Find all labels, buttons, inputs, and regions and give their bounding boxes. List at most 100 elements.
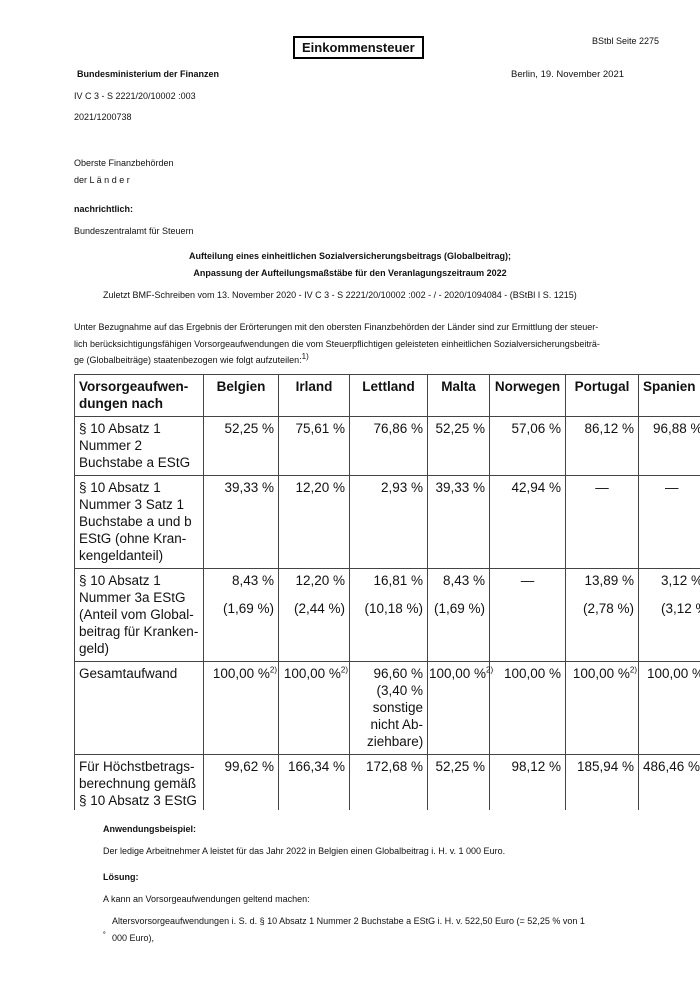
value-cell: 8,43 % (1,69 %) bbox=[203, 568, 279, 662]
bullet-line-1: Altersvorsorgeaufwendungen i. S. d. § 10… bbox=[112, 916, 585, 926]
intro-line-1: Unter Bezugnahme auf das Ergebnis der Er… bbox=[74, 322, 599, 332]
value-cell: 99,62 % bbox=[203, 754, 279, 810]
header-cell: Vorsorgeaufwen-dungen nach bbox=[74, 374, 204, 417]
value-cell: 100,00 %2) bbox=[565, 661, 639, 755]
value-cell: 13,89 % (2,78 %) bbox=[565, 568, 639, 662]
total-value: 100,00 % bbox=[283, 666, 341, 681]
sick-pay-share: (3,12 %) bbox=[661, 601, 700, 616]
header-cell: Malta bbox=[427, 374, 490, 417]
value-cell: — bbox=[565, 475, 639, 569]
table-row: Gesamtaufwand 100,00 %2) 100,00 %2) 96,6… bbox=[74, 661, 700, 755]
value-cell: — bbox=[638, 475, 700, 569]
row-label: § 10 Absatz 1 Nummer 3a EStG (Anteil vom… bbox=[74, 568, 204, 662]
value-cell: 39,33 % bbox=[203, 475, 279, 569]
value-cell: 12,20 % bbox=[278, 475, 350, 569]
value-cell: 76,86 % bbox=[349, 416, 428, 476]
value-cell: 98,12 % bbox=[489, 754, 566, 810]
bullet-marker: ˚ bbox=[103, 931, 106, 941]
share-value: 3,12 % bbox=[661, 573, 700, 588]
table-row: § 10 Absatz 1 Nummer 2 Buchstabe a EStG … bbox=[74, 416, 700, 476]
sick-pay-share: (2,78 %) bbox=[582, 601, 634, 616]
cc-recipient: Bundeszentralamt für Steuern bbox=[74, 226, 194, 236]
cc-label: nachrichtlich: bbox=[74, 204, 134, 214]
sick-pay-share: (1,69 %) bbox=[222, 601, 274, 616]
document-category-stamp: Einkommensteuer bbox=[293, 36, 424, 59]
intro-line-3: ge (Globalbeiträge) staatenbezogen wie f… bbox=[74, 352, 309, 366]
share-value: 13,89 % bbox=[584, 573, 634, 588]
value-cell: 166,34 % bbox=[278, 754, 350, 810]
value-cell: 52,25 % bbox=[427, 754, 490, 810]
value-cell: 96,88 % bbox=[638, 416, 700, 476]
value-cell: 3,12 % (3,12 %) bbox=[638, 568, 700, 662]
header-cell: Spanien bbox=[638, 374, 700, 417]
prior-letter-reference: Zuletzt BMF-Schreiben vom 13. November 2… bbox=[103, 290, 577, 300]
value-cell: 39,33 % bbox=[427, 475, 490, 569]
reference-number: IV C 3 - S 2221/20/10002 :003 bbox=[74, 91, 196, 101]
example-heading: Anwendungsbeispiel: bbox=[103, 824, 197, 834]
footnote-marker: 2) bbox=[486, 665, 494, 675]
intro-text: ge (Globalbeiträge) staatenbezogen wie f… bbox=[74, 355, 302, 365]
non-deductible-note: (3,40 % sonstige nicht Ab-ziehbare) bbox=[367, 683, 424, 749]
recipient-line-1: Oberste Finanzbehörden bbox=[74, 158, 174, 168]
share-value: 8,43 % bbox=[231, 573, 274, 588]
example-text: Der ledige Arbeitnehmer A leistet für da… bbox=[103, 846, 506, 856]
footnote-marker: 2) bbox=[269, 665, 277, 675]
allocation-table: Vorsorgeaufwen-dungen nach Belgien Irlan… bbox=[74, 374, 700, 810]
sick-pay-share: (2,44 %) bbox=[293, 601, 345, 616]
sender: Bundesministerium der Finanzen bbox=[77, 69, 220, 79]
sick-pay-share: (10,18 %) bbox=[364, 601, 423, 616]
footnote-marker: 2) bbox=[629, 665, 637, 675]
header-cell: Belgien bbox=[203, 374, 279, 417]
table-row: Für Höchstbetrags-berechnung gemäß § 10 … bbox=[74, 754, 700, 810]
total-value: 100,00 % bbox=[572, 666, 630, 681]
value-cell: 75,61 % bbox=[278, 416, 350, 476]
value-cell: 172,68 % bbox=[349, 754, 428, 810]
header-cell: Portugal bbox=[565, 374, 639, 417]
intro-line-2: lich berücksichtigungsfähigen Vorsorgeau… bbox=[74, 339, 600, 349]
solution-text: A kann an Vorsorgeaufwendungen geltend m… bbox=[103, 894, 310, 904]
value-cell: 52,25 % bbox=[427, 416, 490, 476]
value-cell: 12,20 % (2,44 %) bbox=[278, 568, 350, 662]
header-cell: Lettland bbox=[349, 374, 428, 417]
footnote-marker: 1) bbox=[301, 352, 309, 361]
share-value: 12,20 % bbox=[295, 573, 345, 588]
total-value: 96,60 % bbox=[373, 666, 423, 681]
subject-line-2: Anpassung der Aufteilungsmaßstäbe für de… bbox=[193, 268, 507, 278]
solution-heading: Lösung: bbox=[103, 872, 139, 882]
row-label: Gesamtaufwand bbox=[74, 661, 204, 755]
value-cell: 57,06 % bbox=[489, 416, 566, 476]
header-cell: Irland bbox=[278, 374, 350, 417]
share-value: 8,43 % bbox=[442, 573, 485, 588]
value-cell: 486,46 % bbox=[638, 754, 700, 810]
value-cell: 185,94 % bbox=[565, 754, 639, 810]
value-cell: — bbox=[489, 568, 566, 662]
table-row: § 10 Absatz 1 Nummer 3 Satz 1 Buchstabe … bbox=[74, 475, 700, 569]
row-label: § 10 Absatz 1 Nummer 2 Buchstabe a EStG bbox=[74, 416, 204, 476]
value-cell: 100,00 %2) bbox=[427, 661, 494, 755]
subject-line-1: Aufteilung eines einheitlichen Sozialver… bbox=[188, 251, 512, 261]
value-cell: 8,43 % (1,69 %) bbox=[427, 568, 490, 662]
value-cell: 86,12 % bbox=[565, 416, 639, 476]
value-cell: 100,00 %2) bbox=[203, 661, 279, 755]
table-header-row: Vorsorgeaufwen-dungen nach Belgien Irlan… bbox=[74, 374, 700, 417]
total-value: 100,00 % bbox=[429, 666, 487, 681]
value-cell: 42,94 % bbox=[489, 475, 566, 569]
sick-pay-share: (1,69 %) bbox=[433, 601, 485, 616]
value-cell: 2,93 % bbox=[349, 475, 428, 569]
value-cell: 100,00 %2) bbox=[278, 661, 350, 755]
value-cell: 100,00 % bbox=[638, 661, 700, 755]
footnote-marker: 2) bbox=[340, 665, 348, 675]
value-cell: 100,00 % bbox=[489, 661, 566, 755]
total-value: 100,00 % bbox=[212, 666, 270, 681]
table-row: § 10 Absatz 1 Nummer 3a EStG (Anteil vom… bbox=[74, 568, 700, 662]
document-number: 2021/1200738 bbox=[74, 112, 132, 122]
share-value: 16,81 % bbox=[373, 573, 423, 588]
value-cell: 52,25 % bbox=[203, 416, 279, 476]
header-cell: Norwegen bbox=[489, 374, 566, 417]
row-label: § 10 Absatz 1 Nummer 3 Satz 1 Buchstabe … bbox=[74, 475, 204, 569]
place-date: Berlin, 19. November 2021 bbox=[511, 69, 625, 80]
value-cell: 96,60 % (3,40 % sonstige nicht Ab-ziehbar… bbox=[349, 661, 428, 755]
recipient-line-2: der L ä n d e r bbox=[74, 175, 130, 185]
row-label: Für Höchstbetrags-berechnung gemäß § 10 … bbox=[74, 754, 204, 810]
bullet-line-2: 000 Euro), bbox=[112, 933, 155, 943]
